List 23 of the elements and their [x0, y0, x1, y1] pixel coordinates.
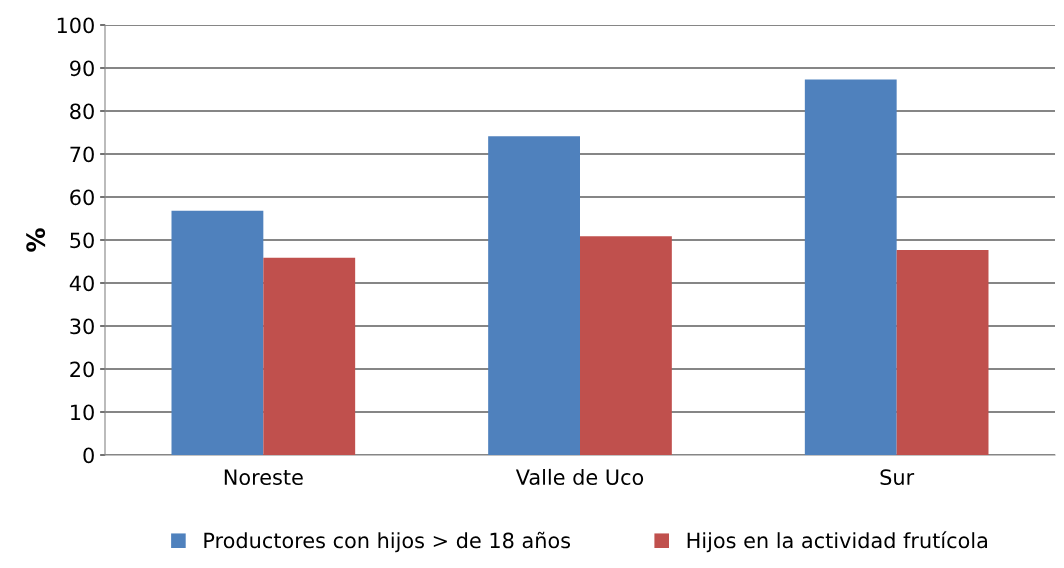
y-tick-label: 70	[70, 146, 94, 163]
bar	[896, 249, 989, 455]
y-tick-label: 100	[57, 17, 94, 34]
x-tick-label: Sur	[880, 469, 915, 486]
legend-label: Productores con hijos > de 18 años	[204, 531, 571, 553]
bar	[580, 236, 672, 455]
bar	[804, 79, 897, 455]
bar	[171, 210, 264, 455]
bar	[263, 257, 356, 455]
bar	[488, 136, 580, 455]
y-tick-label: 20	[70, 361, 94, 378]
y-axis-title: %	[26, 228, 46, 252]
legend-label: Hijos en la actividad frutícola	[687, 531, 987, 553]
y-tick-label: 30	[70, 318, 94, 335]
y-tick-label: 10	[71, 404, 94, 421]
y-tick-label: 80	[70, 103, 94, 120]
x-tick-label: Noreste	[224, 469, 303, 486]
y-tick-label: 60	[70, 189, 94, 206]
y-tick-label: 90	[70, 60, 94, 77]
x-tick-label: Valle de Uco	[515, 468, 644, 486]
y-tick-label: 50	[70, 232, 94, 249]
y-tick-label: 0	[83, 447, 94, 464]
y-tick-label: 40	[69, 275, 94, 292]
